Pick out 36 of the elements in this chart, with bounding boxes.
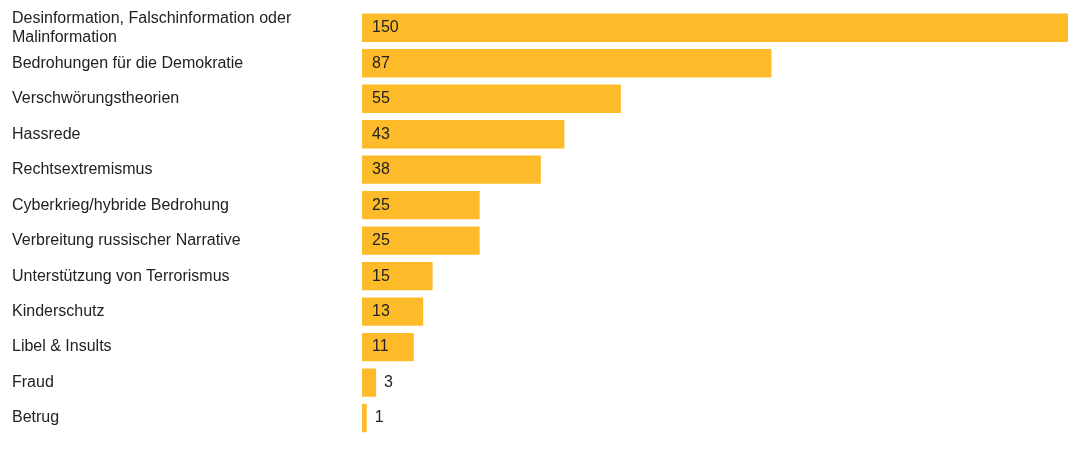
data-label: 3 <box>384 372 394 390</box>
bar <box>362 368 377 397</box>
y-tick-label: Cyberkrieg/hybride Bedrohung <box>12 195 230 213</box>
data-label: 13 <box>372 302 390 320</box>
data-label: 150 <box>372 18 399 36</box>
y-tick-label: Rechtsextremismus <box>12 160 153 178</box>
bar <box>362 84 621 113</box>
bar <box>362 155 541 184</box>
data-label: 15 <box>372 266 390 284</box>
bar <box>362 13 1068 42</box>
data-label: 25 <box>372 195 390 213</box>
data-label: 38 <box>372 160 390 178</box>
bar <box>362 226 480 255</box>
bar <box>362 297 424 326</box>
y-tick-label: Bedrohungen für die Demokratie <box>12 53 244 71</box>
bar <box>362 120 565 149</box>
bar <box>362 403 367 433</box>
data-label: 1 <box>374 408 384 426</box>
data-label: 87 <box>372 53 390 71</box>
y-tick-label: Fraud <box>12 372 54 390</box>
bar <box>362 261 433 291</box>
bar <box>362 332 414 362</box>
y-tick-label: Unterstützung von Terrorismus <box>12 266 230 284</box>
y-tick-label: Verbreitung russischer Narrative <box>12 231 241 249</box>
y-tick-label: Betrug <box>12 408 60 426</box>
y-tick-label: Hassrede <box>12 124 81 142</box>
y-tick-label: Desinformation, Falschinformation oder Malinformation <box>12 8 292 45</box>
data-label: 25 <box>372 231 390 249</box>
bar <box>362 190 480 220</box>
data-label: 11 <box>372 337 389 355</box>
bar <box>362 49 772 78</box>
y-tick-label: Verschwörungstheorien <box>12 89 180 107</box>
data-label: 43 <box>372 124 390 142</box>
data-label: 55 <box>372 89 390 107</box>
y-tick-label: Kinderschutz <box>12 302 105 320</box>
y-tick-label: Libel & Insults <box>12 337 112 355</box>
